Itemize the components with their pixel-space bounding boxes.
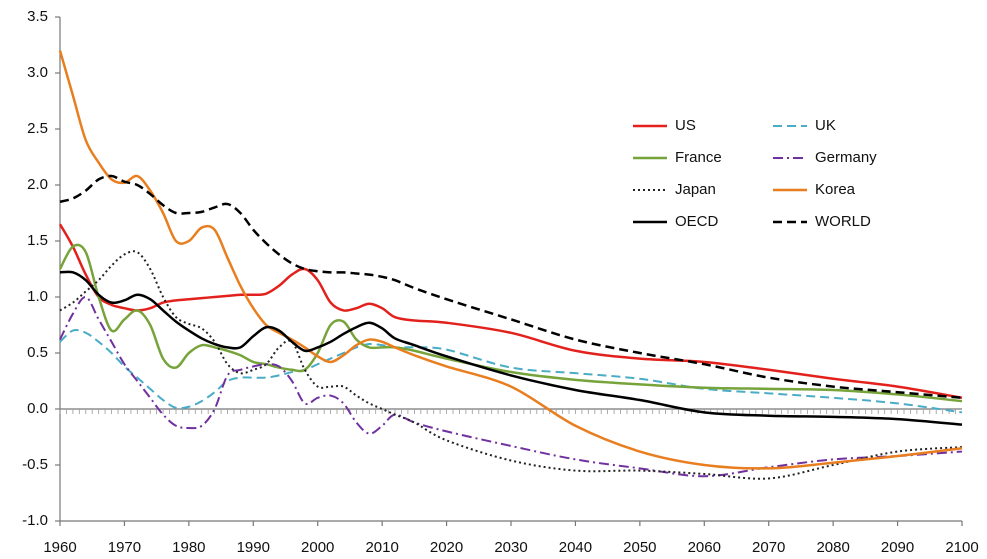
- series-line: [59, 250, 963, 480]
- x-tick-label: 2080: [816, 539, 849, 556]
- legend-label: OECD: [675, 213, 719, 230]
- x-tick-label: 1980: [172, 539, 205, 556]
- x-tick-label: 2060: [688, 539, 721, 556]
- y-tick-label: 3.5: [27, 8, 48, 25]
- zero-hatch: [59, 409, 956, 414]
- y-tick-label: 1.0: [27, 288, 48, 305]
- x-tick-label: 2070: [752, 539, 785, 556]
- legend-label: Germany: [815, 149, 877, 166]
- x-tick-label: 2030: [494, 539, 527, 556]
- y-tick-label: 2.5: [27, 120, 48, 137]
- y-tick-label: 2.0: [27, 176, 48, 193]
- series-line: [59, 329, 963, 414]
- x-tick-label: 2040: [559, 539, 592, 556]
- y-tick-label: 1.5: [27, 232, 48, 249]
- legend-label: US: [675, 117, 696, 134]
- y-tick-label: 0.5: [27, 344, 48, 361]
- y-tick-label: 3.0: [27, 64, 48, 81]
- y-tick-label: -0.5: [22, 456, 48, 473]
- series-line: [59, 174, 963, 400]
- legend-label: France: [675, 149, 722, 166]
- x-tick-label: 1990: [237, 539, 270, 556]
- x-tick-label: 1960: [43, 539, 76, 556]
- x-tick-label: 2020: [430, 539, 463, 556]
- legend-label: UK: [815, 117, 836, 134]
- x-tick-label: 2100: [945, 539, 978, 556]
- x-tick-label: 1970: [108, 539, 141, 556]
- series-line: [58, 50, 963, 470]
- x-tick-label: 2000: [301, 539, 334, 556]
- x-tick-label: 2010: [365, 539, 398, 556]
- y-tick-label: 0.0: [27, 400, 48, 417]
- legend-label: Korea: [815, 181, 856, 198]
- series-line: [58, 243, 963, 403]
- x-tick-label: 2050: [623, 539, 656, 556]
- series-line: [59, 270, 963, 426]
- series-line: [59, 296, 963, 478]
- y-tick-label: -1.0: [22, 512, 48, 529]
- legend-label: WORLD: [815, 213, 871, 230]
- x-tick-label: 2090: [881, 539, 914, 556]
- legend-label: Japan: [675, 181, 716, 198]
